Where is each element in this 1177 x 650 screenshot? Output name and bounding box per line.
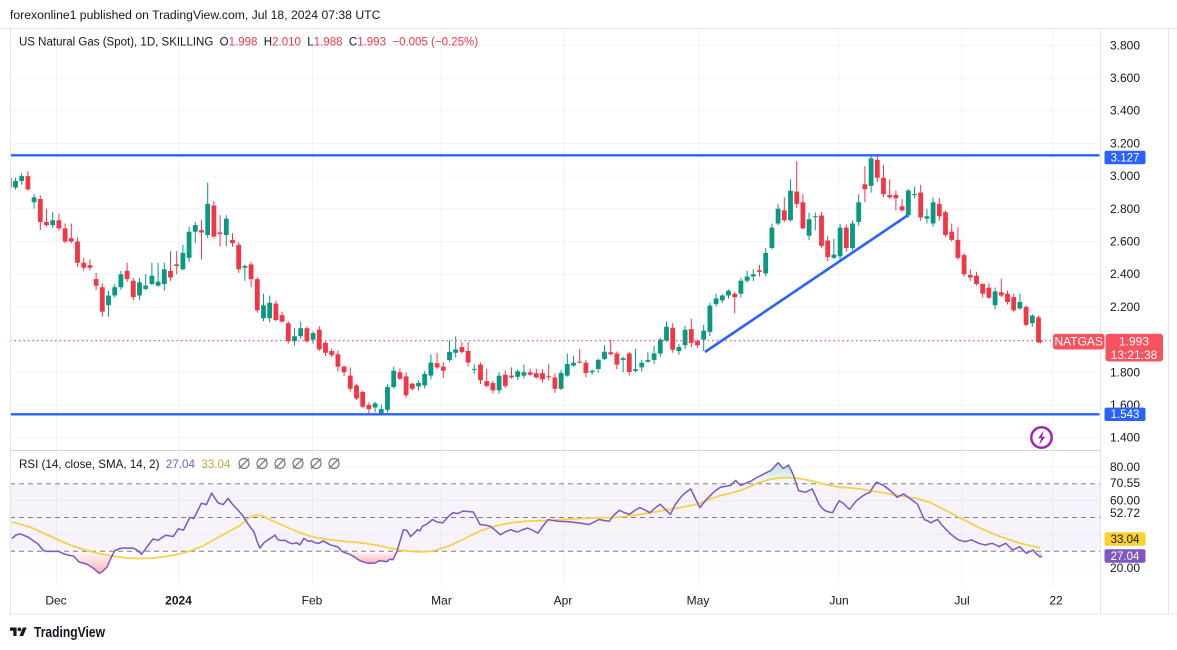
svg-text:3.600: 3.600 <box>1110 71 1140 85</box>
svg-text:2.200: 2.200 <box>1110 300 1140 314</box>
svg-text:70.55: 70.55 <box>1110 476 1140 490</box>
svg-text:2024: 2024 <box>165 594 192 608</box>
svg-text:1.400: 1.400 <box>1110 431 1140 445</box>
svg-text:NATGAS: NATGAS <box>1054 335 1102 349</box>
svg-text:forexonline1 published on Trad: forexonline1 published on TradingView.co… <box>10 8 381 22</box>
svg-text:1.800: 1.800 <box>1110 365 1140 379</box>
svg-text:13:21:38: 13:21:38 <box>1111 348 1158 362</box>
svg-text:Jul: Jul <box>954 594 969 608</box>
svg-text:33.04: 33.04 <box>1111 534 1140 546</box>
svg-text:3.000: 3.000 <box>1110 169 1140 183</box>
svg-text:2.800: 2.800 <box>1110 202 1140 216</box>
svg-text:1.993: 1.993 <box>1119 335 1149 349</box>
svg-text:RSI (14, close, SMA, 14, 2) 2: RSI (14, close, SMA, 14, 2) 27.04 33.04 <box>19 458 231 471</box>
svg-text:Feb: Feb <box>302 594 323 608</box>
svg-text:Jun: Jun <box>829 594 848 608</box>
svg-text:May: May <box>687 594 710 608</box>
svg-text:3.800: 3.800 <box>1110 38 1140 52</box>
svg-text:2.400: 2.400 <box>1110 267 1140 281</box>
svg-text:Apr: Apr <box>554 594 573 608</box>
svg-text:3.400: 3.400 <box>1110 104 1140 118</box>
svg-text:27.04: 27.04 <box>1111 551 1140 563</box>
svg-text:Mar: Mar <box>431 594 452 608</box>
svg-text:52.72: 52.72 <box>1110 506 1140 520</box>
svg-text:20.00: 20.00 <box>1110 561 1140 575</box>
svg-text:Dec: Dec <box>45 594 66 608</box>
svg-text:22: 22 <box>1049 594 1063 608</box>
svg-text:2.600: 2.600 <box>1110 235 1140 249</box>
svg-text:3.200: 3.200 <box>1110 136 1140 150</box>
svg-text:TradingView: TradingView <box>34 625 106 641</box>
svg-text:US Natural Gas (Spot), 1D, SKI: US Natural Gas (Spot), 1D, SKILLING O1.9… <box>19 37 478 49</box>
svg-text:80.00: 80.00 <box>1110 460 1140 474</box>
svg-text:60.00: 60.00 <box>1110 494 1140 508</box>
svg-text:3.127: 3.127 <box>1111 152 1140 164</box>
svg-text:1.543: 1.543 <box>1111 409 1140 421</box>
